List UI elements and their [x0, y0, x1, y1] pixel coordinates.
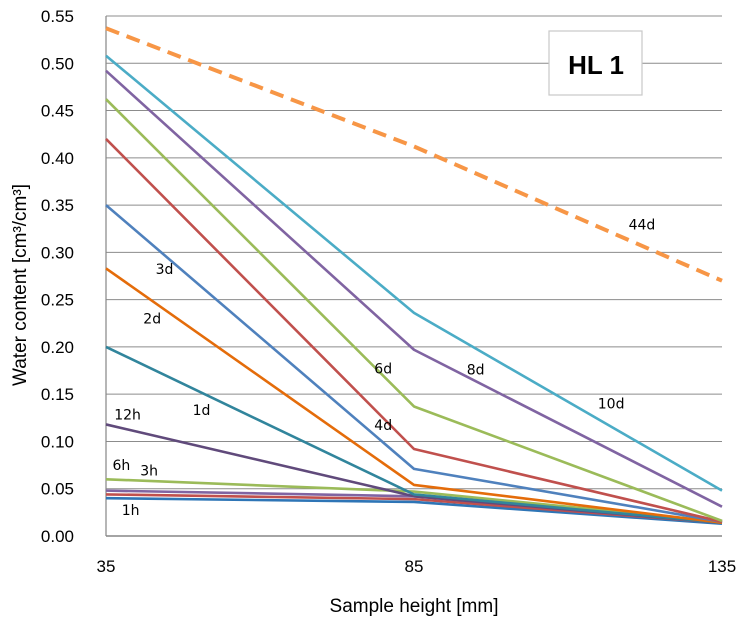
series-line-2d — [105, 267, 723, 525]
series-label: 3d — [156, 262, 174, 278]
legend-box: HL 1 — [548, 30, 643, 96]
series-line-4d — [105, 137, 723, 524]
series-line-1h — [105, 496, 723, 526]
y-tick-label: 0.50 — [41, 54, 74, 73]
y-tick-label: 0.45 — [41, 102, 74, 121]
x-axis-label: Sample height [mm] — [330, 596, 499, 617]
x-axis-ticks: 35 85 135 — [97, 557, 737, 576]
series-line-12h — [105, 423, 723, 525]
x-tick-label: 135 — [708, 557, 736, 576]
y-tick-label: 0.25 — [41, 291, 74, 310]
legend-frame — [548, 30, 643, 96]
series-label: 2d — [143, 311, 161, 327]
series-labels: 44d 10d 8d 6d 4d 3d 2d 1d 12h 6h 3h 1h — [113, 218, 656, 520]
y-tick-label: 0.40 — [41, 149, 74, 168]
x-tick-label: 85 — [405, 557, 424, 576]
y-tick-label: 0.35 — [41, 196, 74, 215]
x-tick-label: 35 — [97, 557, 116, 576]
y-tick-label: 0.30 — [41, 243, 74, 262]
series-label: 3h — [140, 463, 158, 479]
series-label: 12h — [114, 408, 141, 424]
y-tick-label: 0.10 — [41, 432, 74, 451]
series-label: 1h — [122, 503, 140, 519]
series-line-6h — [105, 477, 723, 524]
y-tick-label: 0.00 — [41, 527, 74, 546]
y-tick-label: 0.05 — [41, 480, 74, 499]
series-line-1d — [105, 345, 723, 525]
series-lines — [105, 26, 723, 526]
y-tick-label: 0.20 — [41, 338, 74, 357]
y-axis-ticks: 0.00 0.05 0.10 0.15 0.20 0.25 0.30 0.35 0.40 0.45… — [41, 7, 74, 546]
chart-title: HL 1 — [568, 50, 624, 80]
series-label: 1d — [193, 403, 211, 419]
series-label: 6h — [113, 458, 131, 474]
series-label: 8d — [467, 362, 485, 378]
series-label: 44d — [629, 218, 656, 234]
y-tick-label: 0.55 — [41, 7, 74, 26]
series-line-6d — [105, 98, 723, 523]
series-line-44d — [105, 26, 723, 283]
y-tick-label: 0.15 — [41, 385, 74, 404]
gridlines — [105, 15, 722, 537]
series-line-3d — [105, 204, 723, 524]
y-axis-label: Water content [cm³/cm³] — [10, 184, 31, 386]
series-label: 4d — [374, 418, 392, 434]
series-line-10d — [105, 54, 723, 492]
series-line-8d — [105, 69, 723, 508]
series-label: 10d — [598, 396, 625, 412]
series-label: 6d — [374, 361, 392, 377]
